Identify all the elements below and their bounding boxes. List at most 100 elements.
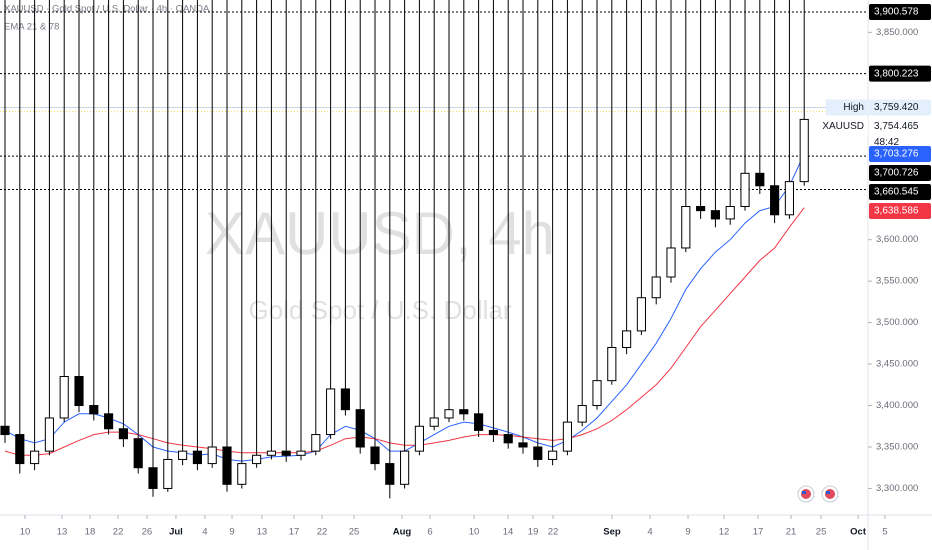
watermark: XAUUSD, 4h Gold Spot / U.S. Dollar [205,200,555,325]
candle [459,0,469,421]
candle [622,0,632,355]
candle-body [148,467,158,489]
candle-body [459,409,469,415]
candle-body [89,405,99,415]
x-tick-label: Aug [393,527,412,538]
candle [355,0,365,454]
candle-body [755,172,765,187]
chart-title: XAUUSD · Gold Spot / U.S. Dollar · 4h · … [4,4,210,15]
price-label-bg [869,184,931,201]
candle [15,0,25,474]
y-tick-label: 3,850.000 [876,27,918,38]
candle [666,0,676,283]
candle [799,0,809,186]
candle-body [104,413,114,430]
candle [281,0,291,462]
candle-body [548,450,558,460]
price-label: 3,660.545 [874,187,919,198]
candle [30,0,40,471]
candle-body [696,205,706,212]
candle-body [784,181,794,216]
candle-body [266,450,276,456]
candle-body [740,172,750,207]
candle [222,0,232,492]
countdown: 48:42 [874,137,899,148]
price-label: 3,754.465 [874,121,919,132]
candle-body [163,458,173,489]
x-tick-label: 25 [349,527,360,538]
x-tick-label: 4 [202,527,207,538]
candle [592,0,602,410]
candle [0,0,10,443]
price-label: 3,759.420 [874,102,919,113]
x-tick-label: 10 [20,527,31,538]
candle-body [444,409,454,419]
candle [163,0,173,492]
price-label-bg [869,99,931,116]
candle [104,0,114,435]
candle [311,0,321,456]
x-tick-label: 12 [719,527,730,538]
candle-body [488,429,498,436]
candle [207,0,217,468]
candle-body [207,446,217,465]
candle-body [503,434,513,444]
candle [148,0,158,497]
candle-body [237,463,247,485]
candle [770,0,780,224]
candle-body [252,454,262,465]
x-tick-label: 13 [57,527,68,538]
candle [607,0,617,385]
candle [548,0,558,466]
price-label: 3,900.578 [874,7,919,18]
candle-body [681,205,691,249]
candle-body [74,376,84,407]
price-label-bg [869,146,931,163]
candle [340,0,350,416]
x-tick-label: Jul [169,527,183,538]
candle [133,0,143,474]
x-tick-label: 13 [257,527,268,538]
candle [562,0,572,456]
candle-body [414,425,424,452]
candle [414,0,424,456]
x-tick-label: 9 [685,527,690,538]
candle [178,0,188,466]
candle-body [192,450,202,465]
price-tag: XAUUSD [822,121,864,132]
candle-body [15,434,25,465]
x-tick-label: Oct [850,527,867,538]
x-tick-label: 22 [548,527,559,538]
candle [710,0,720,228]
x-tick-label: 19 [528,527,539,538]
candle-body [592,380,602,407]
y-tick-label: 3,400.000 [876,400,918,411]
event-icons [797,485,839,503]
candle-body [799,118,809,183]
candle-body [770,185,780,216]
price-tag-bg [826,118,868,135]
price-label-bg [869,165,931,182]
candle [89,0,99,421]
candle-body [429,417,439,427]
candle-body [474,413,484,431]
candle-body [44,417,54,452]
x-tick-label: 26 [142,527,153,538]
candle-body [340,388,350,411]
candle [725,0,735,225]
candle [385,0,395,499]
y-tick-label: 3,300.000 [876,483,918,494]
price-label: 3,800.223 [874,68,919,79]
candle-body [577,405,587,423]
x-tick-label: 17 [289,527,300,538]
price-label-bg [869,203,931,220]
candle [326,0,336,439]
candle-body [355,409,365,448]
candle [118,0,128,447]
x-tick-label: 4 [647,527,652,538]
candle-body [30,450,40,465]
candle [577,0,587,427]
candle [370,0,380,471]
candle-body [533,446,543,460]
